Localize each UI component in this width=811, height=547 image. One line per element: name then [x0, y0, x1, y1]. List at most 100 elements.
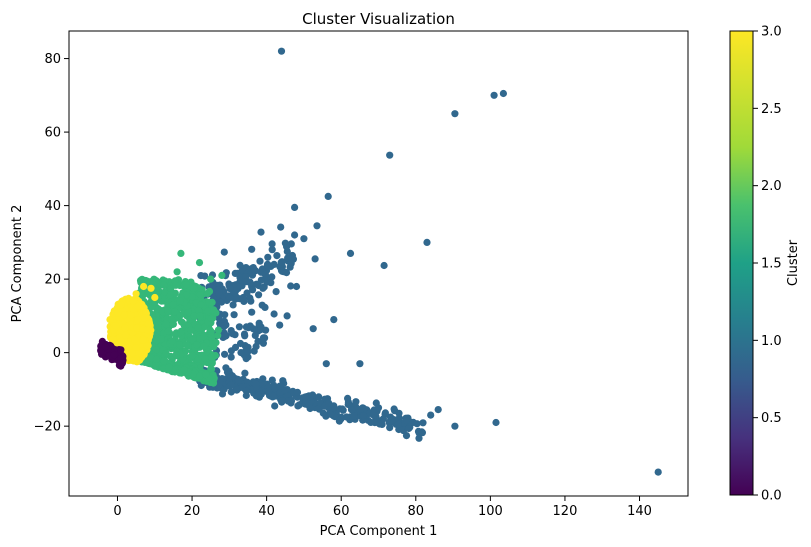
scatter-point: [322, 360, 330, 368]
scatter-point: [160, 281, 168, 289]
scatter-point: [395, 409, 403, 417]
scatter-point: [134, 316, 142, 324]
y-axis-ticks: −20 0 20 40 60 80: [34, 52, 69, 435]
scatter-point: [255, 319, 263, 327]
scatter-point: [215, 288, 223, 296]
scatter-point: [242, 355, 250, 363]
scatter-point: [423, 238, 431, 246]
scatter-point: [232, 293, 240, 301]
scatter-point: [283, 243, 291, 251]
scatter-point: [402, 417, 411, 425]
scatter-point: [188, 293, 196, 301]
scatter-point: [347, 406, 356, 414]
scatter-point: [374, 404, 383, 412]
scatter-point: [261, 270, 269, 278]
scatter-point: [195, 259, 204, 267]
scatter-point: [277, 47, 286, 55]
scatter-point: [252, 342, 260, 351]
scatter-point: [247, 297, 255, 305]
scatter-point: [134, 350, 142, 358]
scatter-point: [177, 249, 185, 257]
scatter-point: [380, 261, 388, 270]
scatter-point: [291, 231, 299, 239]
scatter-point: [259, 339, 267, 347]
scatter-point: [415, 434, 423, 442]
scatter-point: [190, 312, 198, 320]
scatter-point: [196, 372, 204, 380]
scatter-point: [203, 307, 212, 315]
x-tick-label: 80: [408, 504, 425, 519]
scatter-point: [196, 312, 204, 320]
scatter-point: [134, 302, 142, 310]
scatter-point: [256, 257, 264, 265]
x-tick-label: 0: [113, 504, 121, 519]
scatter-point: [268, 240, 276, 248]
colorbar-tick-label: 1.0: [761, 334, 782, 349]
scatter-point: [203, 289, 212, 298]
scatter-point: [427, 411, 435, 419]
scatter-point: [270, 310, 278, 318]
scatter-point: [250, 265, 258, 273]
scatter-point: [226, 294, 234, 302]
scatter-point: [350, 412, 358, 420]
scatter-point: [335, 417, 343, 425]
y-tick-label: 0: [53, 346, 61, 361]
scatter-point: [120, 311, 128, 319]
scatter-point: [262, 326, 270, 334]
scatter-point: [278, 397, 286, 405]
scatter-point: [140, 282, 148, 291]
scatter-point: [227, 353, 235, 361]
scatter-point: [259, 284, 267, 292]
scatter-point: [248, 245, 256, 253]
y-tick-label: 20: [44, 273, 61, 288]
scatter-point: [196, 291, 204, 299]
scatter-point: [241, 369, 249, 377]
scatter-point: [387, 417, 395, 425]
scatter-point: [402, 432, 411, 440]
scatter-point: [201, 272, 209, 280]
scatter-point: [369, 411, 377, 419]
scatter-point: [207, 275, 215, 283]
scatter-point: [282, 269, 291, 277]
scatter-point: [451, 422, 459, 430]
scatter-point: [309, 391, 317, 399]
x-axis-label: PCA Component 1: [320, 524, 438, 539]
scatter-point: [330, 402, 338, 410]
scatter-point: [200, 332, 208, 341]
scatter-point: [324, 192, 332, 200]
y-tick-label: 40: [44, 199, 61, 214]
scatter-point: [359, 412, 367, 420]
scatter-point: [165, 363, 173, 371]
scatter-point: [284, 254, 292, 262]
scatter-point: [271, 402, 279, 410]
y-tick-label: 80: [44, 52, 61, 67]
scatter-point: [130, 357, 138, 365]
x-axis-ticks: 0 20 40 60 80 100 120 140: [113, 496, 652, 519]
scatter-point: [268, 376, 276, 384]
scatter-point: [233, 386, 241, 394]
scatter-point: [106, 316, 114, 324]
scatter-point: [313, 222, 321, 230]
scatter-point: [252, 380, 260, 388]
scatter-point: [236, 261, 244, 269]
scatter-point: [222, 332, 230, 340]
scatter-point: [151, 293, 159, 302]
scatter-point: [190, 284, 198, 292]
scatter-point: [231, 269, 239, 277]
scatter-point: [356, 360, 364, 368]
scatter-point: [164, 327, 172, 335]
scatter-point: [490, 91, 498, 99]
scatter-point: [287, 282, 295, 290]
scatter-points: [97, 47, 662, 476]
scatter-point: [218, 271, 226, 279]
scatter-point: [188, 352, 197, 360]
scatter-point: [182, 341, 190, 349]
scatter-point: [434, 406, 442, 414]
scatter-point: [168, 337, 176, 345]
scatter-point: [246, 322, 254, 330]
scatter-point: [276, 382, 284, 390]
scatter-point: [144, 320, 152, 328]
scatter-point: [248, 308, 256, 316]
scatter-point: [101, 343, 110, 351]
